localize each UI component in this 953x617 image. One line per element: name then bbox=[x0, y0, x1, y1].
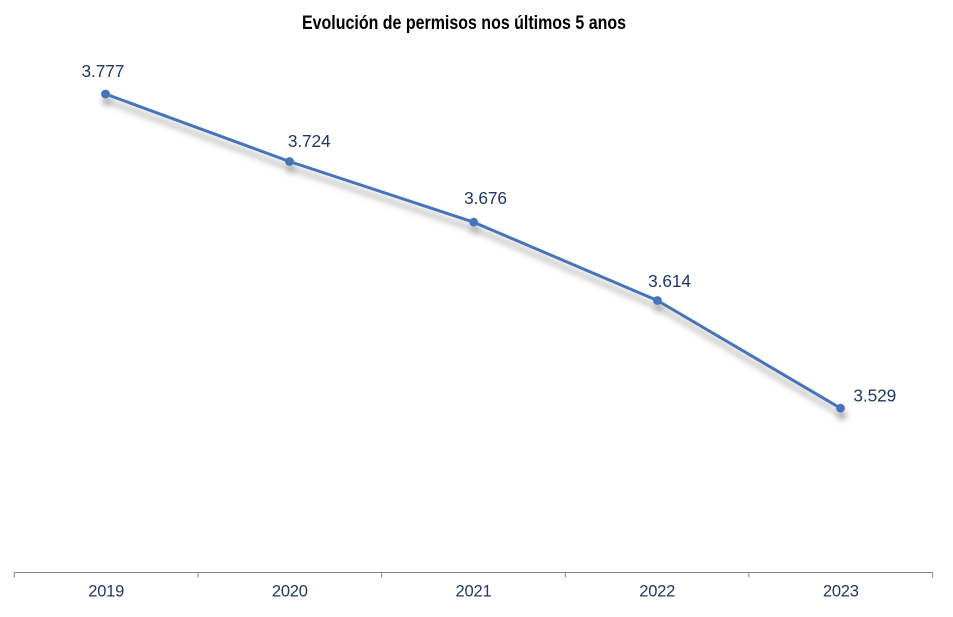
svg-text:3.777: 3.777 bbox=[82, 61, 125, 81]
svg-text:2019: 2019 bbox=[88, 583, 124, 601]
svg-text:Evolución de permisos nos últi: Evolución de permisos nos últimos 5 anos bbox=[302, 13, 626, 34]
svg-text:3.676: 3.676 bbox=[464, 188, 507, 208]
svg-text:2023: 2023 bbox=[823, 583, 859, 601]
svg-text:2020: 2020 bbox=[272, 583, 308, 601]
svg-text:3.614: 3.614 bbox=[648, 271, 691, 291]
svg-text:2022: 2022 bbox=[639, 583, 675, 601]
svg-text:3.724: 3.724 bbox=[288, 131, 331, 151]
svg-text:2021: 2021 bbox=[456, 583, 492, 601]
svg-text:3.529: 3.529 bbox=[853, 385, 896, 405]
